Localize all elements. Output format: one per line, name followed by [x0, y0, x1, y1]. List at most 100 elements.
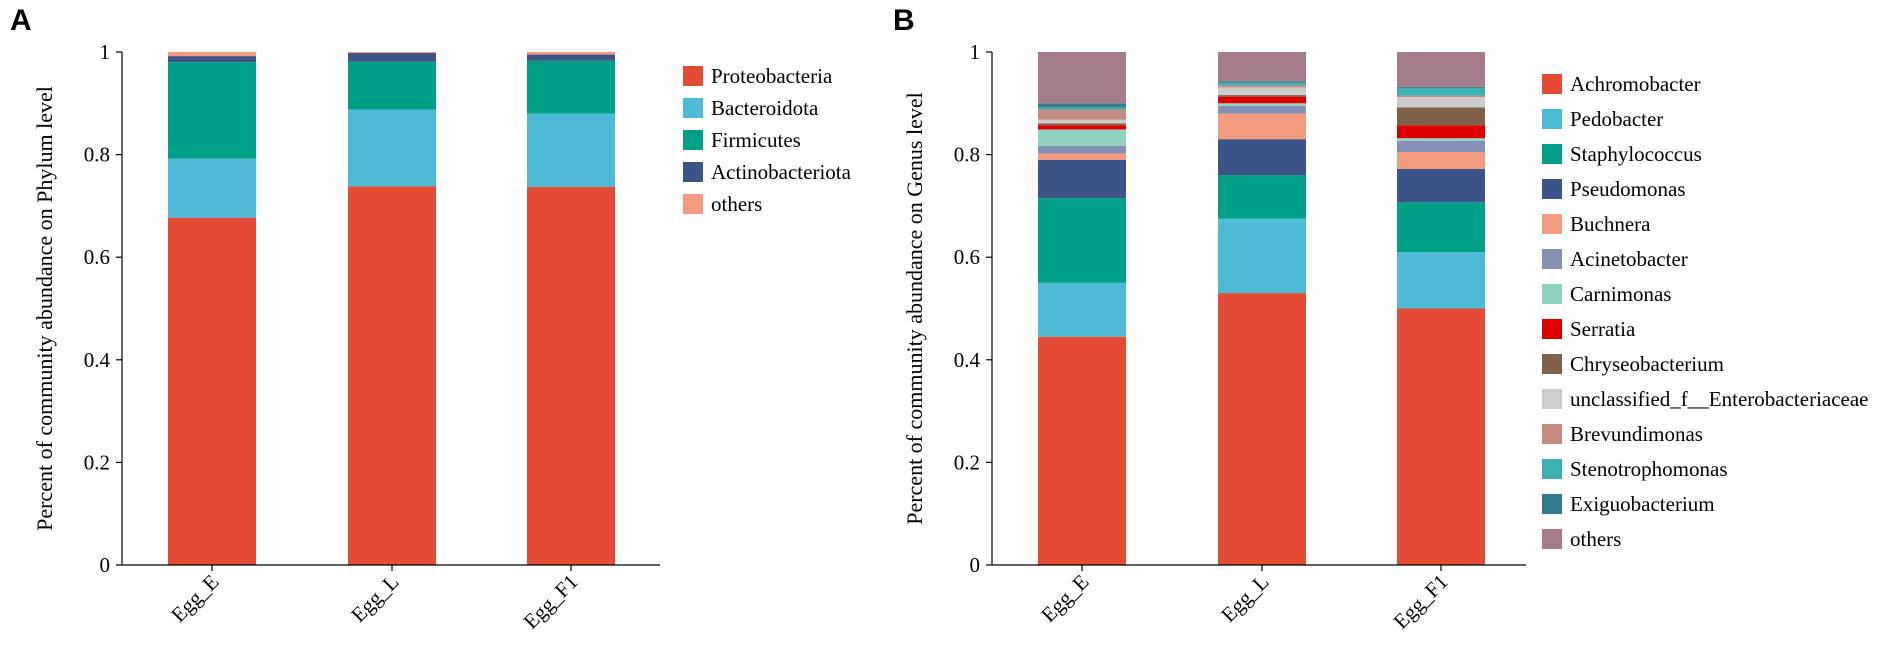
legend-swatch-buchnera — [1542, 214, 1562, 234]
bar-segment-proteobacteria-egg-e — [168, 217, 256, 565]
y-tick-label: 0.4 — [954, 348, 981, 372]
legend-swatch-others — [683, 194, 703, 214]
legend-label-acinetobacter: Acinetobacter — [1570, 247, 1688, 271]
y-tick-label: 1 — [970, 40, 981, 64]
bar-segment-serratia-egg-f1 — [1397, 125, 1485, 139]
legend-swatch-pseudomonas — [1542, 179, 1562, 199]
bar-segment-buchnera-egg-l — [1218, 113, 1306, 140]
legend-swatch-chryseobacterium — [1542, 354, 1562, 374]
legend-swatch-brevundimonas — [1542, 424, 1562, 444]
bar-segment-achromobacter-egg-l — [1218, 293, 1306, 565]
x-tick-label: Egg_F1 — [519, 570, 583, 634]
legend-swatch-pedobacter — [1542, 109, 1562, 129]
y-tick-label: 0.2 — [84, 450, 110, 474]
legend-swatch-acinetobacter — [1542, 249, 1562, 269]
legend-swatch-achromobacter — [1542, 74, 1562, 94]
bar-segment-firmicutes-egg-f1 — [527, 60, 615, 114]
legend-label-others: others — [1570, 527, 1621, 551]
legend-swatch-actinobacteriota — [683, 162, 703, 182]
bar-segment-others-egg-l — [348, 52, 436, 54]
bar-segment-others-egg-f1 — [1397, 52, 1485, 87]
bar-segment-achromobacter-egg-f1 — [1397, 308, 1485, 565]
bar-segment-exiguobacterium-egg-l — [1218, 81, 1306, 83]
legend-label-firmicutes: Firmicutes — [711, 128, 801, 152]
bar-segment-pseudomonas-egg-f1 — [1397, 168, 1485, 203]
y-tick-label: 0.8 — [954, 143, 980, 167]
bar-segment-bacteroidota-egg-e — [168, 158, 256, 218]
legend-label-others: others — [711, 192, 762, 216]
bar-segment-pedobacter-egg-e — [1038, 282, 1126, 337]
legend-swatch-serratia — [1542, 319, 1562, 339]
panel-letter: B — [893, 4, 915, 37]
x-tick-label: Egg_E — [166, 570, 223, 627]
bar-segment-stenotrophomonas-egg-e — [1038, 107, 1126, 110]
bar-segment-others-egg-e — [168, 52, 256, 57]
x-tick-label: Egg_E — [1036, 570, 1093, 627]
legend-label-buchnera: Buchnera — [1570, 212, 1651, 236]
y-tick-label: 1 — [100, 40, 111, 64]
y-tick-label: 0 — [100, 553, 111, 577]
bar-segment-proteobacteria-egg-l — [348, 186, 436, 565]
bar-segment-chryseobacterium-egg-f1 — [1397, 107, 1485, 126]
legend-swatch-staphylococcus — [1542, 144, 1562, 164]
bar-segment-actinobacteriota-egg-f1 — [527, 54, 615, 61]
bar-segment-staphylococcus-egg-l — [1218, 175, 1306, 219]
bar-segment-brevundimonas-egg-f1 — [1397, 95, 1485, 98]
bar-segment-staphylococcus-egg-e — [1038, 198, 1126, 283]
legend-label-actinobacteriota: Actinobacteriota — [711, 160, 852, 184]
bar-segment-chryseobacterium-egg-e — [1038, 123, 1126, 126]
bar-segment-bacteroidota-egg-f1 — [527, 113, 615, 187]
x-tick-label: Egg_F1 — [1389, 570, 1453, 634]
bar-segment-brevundimonas-egg-l — [1218, 85, 1306, 88]
legend-label-achromobacter: Achromobacter — [1570, 72, 1701, 96]
panel-phylum: A Percent of community abundance on Phylu… — [10, 4, 852, 634]
bar-segment-pseudomonas-egg-e — [1038, 159, 1126, 199]
bar-segment-firmicutes-egg-e — [168, 62, 256, 159]
legend-label-pedobacter: Pedobacter — [1570, 107, 1663, 131]
bar-segment-carnimonas-egg-l — [1218, 103, 1306, 106]
bar-segment-others-egg-f1 — [527, 52, 615, 55]
legend-swatch-proteobacteria — [683, 66, 703, 86]
bar-segment-unclassified-f-enterobacteriaceae-egg-f1 — [1397, 97, 1485, 108]
bar-segment-others-egg-e — [1038, 52, 1126, 104]
legend-swatch-others — [1542, 529, 1562, 549]
bar-segment-buchnera-egg-e — [1038, 153, 1126, 160]
legend-label-brevundimonas: Brevundimonas — [1570, 422, 1703, 446]
legend-swatch-stenotrophomonas — [1542, 459, 1562, 479]
y-tick-label: 0.2 — [954, 450, 980, 474]
bar-segment-brevundimonas-egg-e — [1038, 109, 1126, 120]
legend-label-staphylococcus: Staphylococcus — [1570, 142, 1702, 166]
bar-segment-staphylococcus-egg-f1 — [1397, 202, 1485, 253]
y-tick-label: 0 — [970, 553, 981, 577]
legend-label-serratia: Serratia — [1570, 317, 1636, 341]
panel-genus: B Percent of community abundance on Genus… — [893, 4, 1869, 634]
bar-segment-bacteroidota-egg-l — [348, 109, 436, 187]
legend-swatch-exiguobacterium — [1542, 494, 1562, 514]
bar-segment-achromobacter-egg-e — [1038, 336, 1126, 565]
bar-segment-firmicutes-egg-l — [348, 61, 436, 110]
bar-segment-serratia-egg-e — [1038, 125, 1126, 130]
legend-swatch-carnimonas — [1542, 284, 1562, 304]
y-tick-label: 0.6 — [954, 245, 980, 269]
bar-segment-carnimonas-egg-f1 — [1397, 138, 1485, 141]
bar-segment-actinobacteriota-egg-l — [348, 53, 436, 62]
bar-segment-others-egg-l — [1218, 52, 1306, 82]
legend-swatch-firmicutes — [683, 130, 703, 150]
bar-segment-acinetobacter-egg-f1 — [1397, 140, 1485, 153]
bar-segment-chryseobacterium-egg-l — [1218, 95, 1306, 97]
y-tick-label: 0.4 — [84, 348, 111, 372]
bar-segment-proteobacteria-egg-f1 — [527, 186, 615, 565]
bar-segment-serratia-egg-l — [1218, 96, 1306, 104]
bar-segment-exiguobacterium-egg-f1 — [1397, 86, 1485, 88]
y-axis-label: Percent of community abundance on Phylum… — [32, 86, 57, 531]
bar-segment-unclassified-f-enterobacteriaceae-egg-l — [1218, 87, 1306, 96]
y-tick-label: 0.8 — [84, 143, 110, 167]
bar-segment-unclassified-f-enterobacteriaceae-egg-e — [1038, 119, 1126, 124]
x-tick-label: Egg_L — [346, 570, 403, 627]
x-tick-label: Egg_L — [1216, 570, 1273, 627]
bar-segment-acinetobacter-egg-l — [1218, 105, 1306, 114]
legend-swatch-unclassified-f-enterobacteriaceae — [1542, 389, 1562, 409]
bar-segment-stenotrophomonas-egg-f1 — [1397, 87, 1485, 96]
legend-swatch-bacteroidota — [683, 98, 703, 118]
